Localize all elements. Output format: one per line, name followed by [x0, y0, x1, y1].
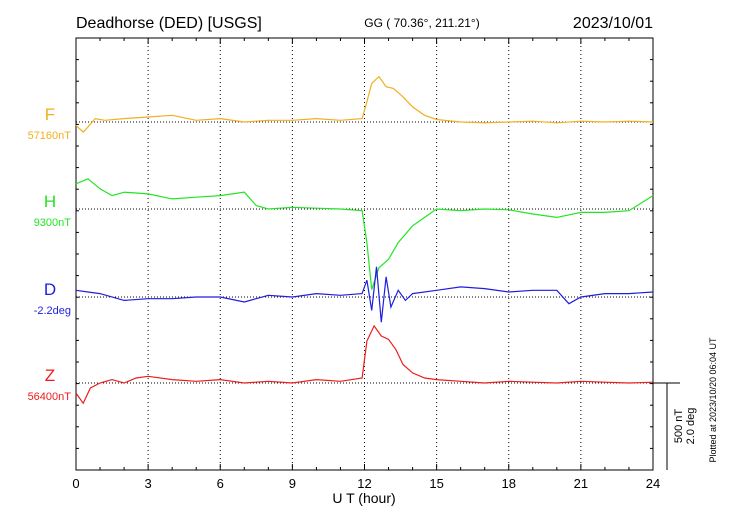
x-tick-label: 12: [357, 476, 371, 491]
series-lines: [75, 75, 654, 405]
x-tick-label: 24: [646, 476, 660, 491]
series-line-z: [75, 324, 654, 405]
x-tick-label: 21: [574, 476, 588, 491]
series-name-z: Z: [45, 366, 55, 385]
series-name-f: F: [45, 105, 55, 124]
x-tick-label: 0: [72, 476, 79, 491]
plotted-timestamp: Plotted at 2023/10/20 06:04 UT: [708, 337, 718, 463]
series-baseline-labels: 57160nT 9300nT -2.2deg 56400nT: [28, 130, 72, 403]
series-names: F H D Z: [44, 105, 56, 385]
baseline-label-f: 57160nT: [28, 130, 72, 142]
scale-bar: 500 nT 2.0 deg: [653, 382, 697, 470]
vertical-gridlines: [147, 38, 582, 470]
x-tick-labels: 0 3 6 9 12 15 18 21 24: [72, 476, 660, 491]
scale-nT-label: 500 nT: [673, 409, 685, 444]
scale-deg-label: 2.0 deg: [685, 408, 697, 445]
series-baselines: [76, 121, 653, 384]
baseline-label-d: -2.2deg: [34, 305, 71, 317]
x-tick-label: 18: [502, 476, 516, 491]
baseline-label-h: 9300nT: [34, 217, 72, 229]
x-axis-label: U T (hour): [332, 490, 395, 506]
series-line-f: [75, 75, 654, 133]
series-name-d: D: [44, 280, 56, 299]
x-tick-label: 15: [429, 476, 443, 491]
x-tick-label: 3: [145, 476, 152, 491]
chart-title: Deadhorse (DED) [USGS]: [76, 15, 262, 32]
baseline-label-z: 56400nT: [28, 391, 72, 403]
x-tick-label: 9: [289, 476, 296, 491]
series-line-d: [75, 266, 654, 323]
x-tick-label: 6: [217, 476, 224, 491]
chart-date: 2023/10/01: [573, 15, 653, 32]
series-name-h: H: [44, 192, 56, 211]
series-line-h: [75, 178, 654, 290]
station-coordinates: GG ( 70.36°, 211.21°): [364, 16, 479, 30]
x-tick-marks: [75, 38, 654, 470]
